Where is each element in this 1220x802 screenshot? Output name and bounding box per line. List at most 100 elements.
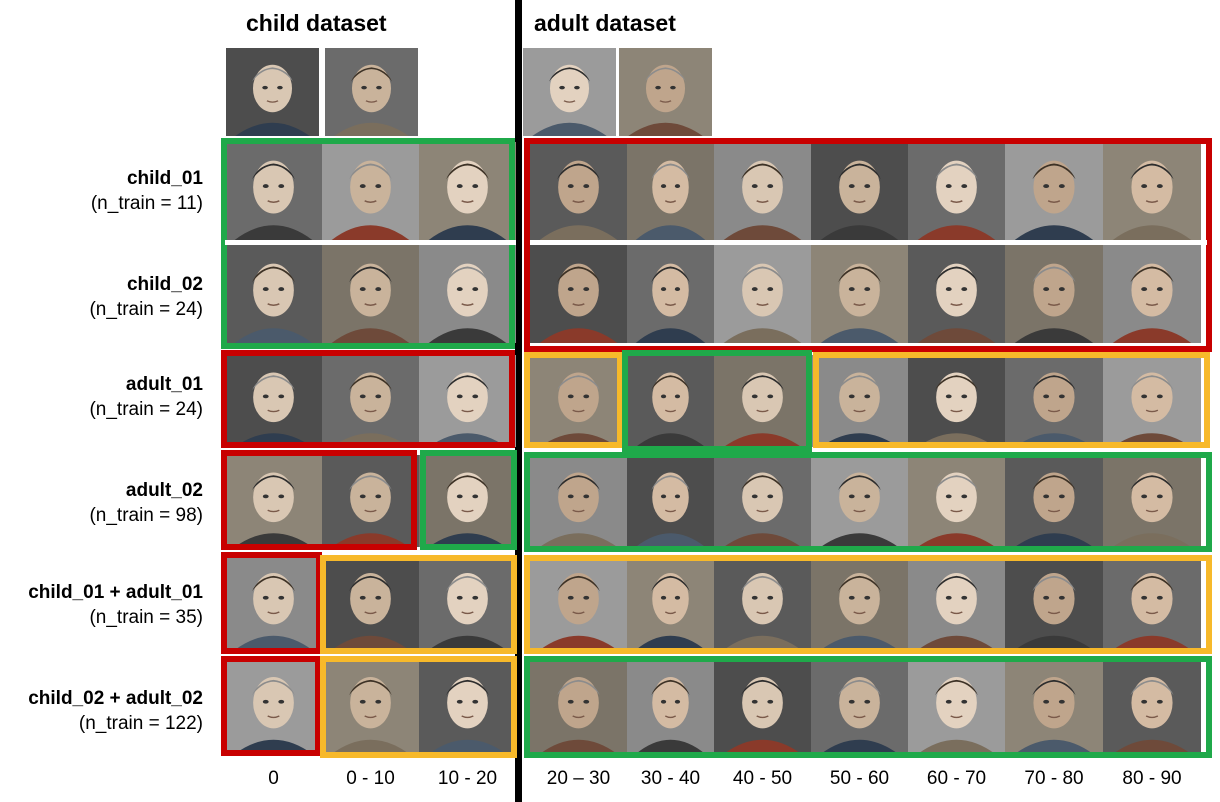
age-bin-label: 60 - 70 [926,768,987,789]
generated-face-image [419,659,516,754]
generated-face-image [322,355,419,447]
generated-face-image [530,245,627,343]
generated-face-image [714,245,811,343]
result-box-red [524,138,1212,352]
child-sample-photo [325,48,418,136]
generated-face-image [1005,245,1103,343]
generated-face-image [530,659,627,754]
generated-face-image [811,555,908,650]
result-box-green [524,452,1212,552]
generated-face-image [1005,142,1103,240]
age-bin-label: 70 - 80 [1024,768,1084,789]
row-label-ntrain: (n_train = 35) [89,607,203,628]
generated-face-image [419,245,516,343]
row-label: child_02 (n_train = 24) [89,272,203,322]
generated-face-image [322,555,419,650]
row-label-name: child_02 + adult_02 [28,688,203,709]
generated-face-image [714,355,811,447]
generated-face-image [419,455,516,547]
generated-face-image [627,245,714,343]
generated-face-image [627,355,714,447]
result-box-red [221,450,417,550]
generated-face-image [908,555,1005,650]
age-bin-label: 80 - 90 [1122,768,1182,789]
row-label-name: child_01 + adult_01 [28,582,203,603]
result-box-red [221,656,321,756]
generated-face-image [322,659,419,754]
generated-face-image [225,659,322,754]
row-label-ntrain: (n_train = 11) [90,193,203,214]
generated-face-image [908,659,1005,754]
row-label-ntrain: (n_train = 24) [89,299,203,320]
generated-face-image [811,455,908,547]
generated-face-image [908,455,1005,547]
generated-face-image [627,555,714,650]
result-box-green [420,450,517,550]
row-label-name: adult_01 [125,374,203,395]
age-bin-label: 20 – 30 [546,768,611,789]
row-label: child_01 + adult_01 (n_train = 35) [28,580,203,630]
generated-face-image [1103,659,1201,754]
result-box-red [221,350,515,448]
adult-dataset-header: adult dataset [534,10,676,36]
generated-face-image [908,245,1005,343]
generated-face-image [714,555,811,650]
result-box-orange [524,352,623,448]
result-box-orange [813,352,1210,448]
generated-face-image [1005,455,1103,547]
generated-face-image [1103,555,1201,650]
age-bin-label: 0 - 10 [346,768,395,789]
generated-face-image [322,455,419,547]
age-bin-label: 40 - 50 [732,768,793,789]
generated-face-image [225,355,322,447]
row-label-name: adult_02 [125,480,203,501]
generated-face-image [908,142,1005,240]
generated-face-image [1005,355,1103,447]
adult-sample-photo [619,48,712,136]
result-box-orange [320,555,517,654]
row-label-ntrain: (n_train = 24) [89,399,203,420]
row-separator [225,240,516,245]
row-label: adult_01 (n_train = 24) [89,372,203,422]
generated-face-image [530,555,627,650]
row-label-name: child_02 [126,274,203,295]
result-box-red [221,552,322,654]
generated-face-image [1103,245,1201,343]
generated-face-image [1103,455,1201,547]
child-sample-photo [226,48,319,136]
generated-face-image [530,455,627,547]
generated-face-image [811,245,908,343]
age-bin-label: 0 [268,768,279,789]
generated-face-image [225,555,322,650]
age-bin-label: 30 - 40 [640,768,701,789]
generated-face-image [1005,555,1103,650]
generated-face-image [1103,142,1201,240]
row-label-ntrain: (n_train = 98) [89,505,203,526]
age-bin-label: 50 - 60 [829,768,890,789]
generated-face-image [1005,659,1103,754]
row-separator [530,240,1207,245]
age-bin-label: 10 - 20 [437,768,498,789]
generated-face-image [714,659,811,754]
row-label: child_02 + adult_02 (n_train = 122) [28,686,203,736]
generated-face-image [714,455,811,547]
generated-face-image [530,142,627,240]
generated-face-image [627,659,714,754]
result-box-green [622,350,812,452]
child-dataset-header: child dataset [246,10,387,36]
generated-face-image [627,142,714,240]
adult-sample-photo [523,48,616,136]
generated-face-image [225,455,322,547]
generated-face-image [811,142,908,240]
generated-face-image [811,355,908,447]
row-label-ntrain: (n_train = 122) [78,713,203,734]
dataset-divider [515,0,522,802]
generated-face-image [419,555,516,650]
row-label: child_01 (n_train = 11) [91,166,203,216]
result-box-green [524,656,1212,758]
result-box-orange [320,656,517,758]
result-box-orange [524,555,1212,654]
generated-face-image [322,142,419,240]
generated-face-image [322,245,419,343]
